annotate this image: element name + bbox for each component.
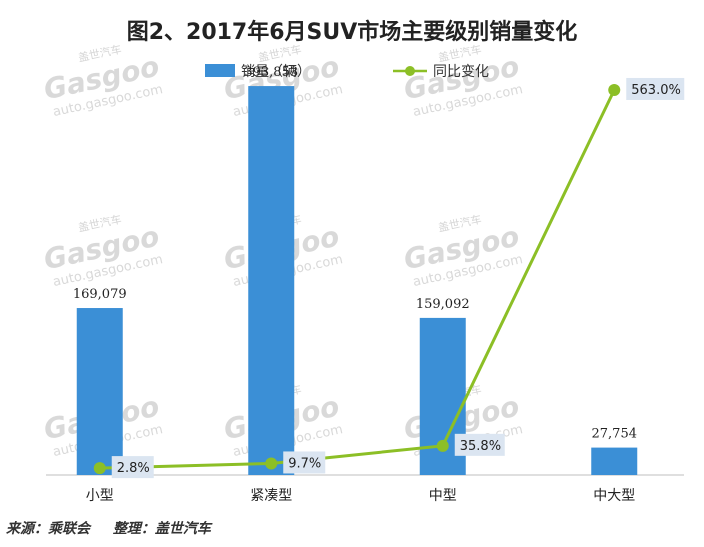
legend-label-line: 同比变化: [433, 64, 489, 80]
bar-4: [591, 447, 638, 475]
bar-value-label: 159,092: [416, 297, 470, 312]
line-value-label: 35.8%: [460, 439, 501, 454]
line-value-label: 9.7%: [288, 456, 321, 471]
bar-value-label: 169,079: [73, 287, 127, 302]
x-tick-label: 中大型: [593, 488, 635, 504]
source-organizer: 整理：盖世汽车: [112, 521, 211, 537]
line-label-box: [111, 456, 154, 479]
x-tick-label: 小型: [86, 488, 114, 504]
bar-2: [248, 86, 295, 475]
line-label-box: [454, 433, 505, 456]
line-marker-1: [93, 462, 106, 475]
line-marker-4: [608, 83, 621, 96]
source-origin: 来源：乘联会: [6, 521, 90, 537]
source-note: 来源：乘联会 整理：盖世汽车: [6, 518, 229, 538]
bar-value-label: 27,754: [592, 427, 638, 442]
x-tick-label: 紧凑型: [250, 487, 292, 504]
x-tick-label: 中型: [429, 488, 457, 504]
bar-1: [76, 308, 123, 475]
legend-swatch-bar: [205, 64, 235, 77]
line-marker-3: [436, 439, 449, 452]
line-series-yoy: [99, 89, 616, 470]
chart-title: 图2、2017年6月SUV市场主要级别销量变化: [126, 20, 578, 45]
legend-line-marker: [405, 66, 415, 76]
chart-legend: 销量（辆） 同比变化: [205, 64, 489, 80]
line-marker-2: [265, 457, 278, 470]
line-label-box: [283, 451, 326, 474]
line-value-label: 563.0%: [631, 83, 681, 98]
bar-value-label: 393,853: [244, 65, 298, 80]
line-label-box: [626, 77, 685, 100]
legend-label-bar: 销量（辆）: [241, 64, 311, 80]
line-value-label: 2.8%: [117, 461, 150, 476]
